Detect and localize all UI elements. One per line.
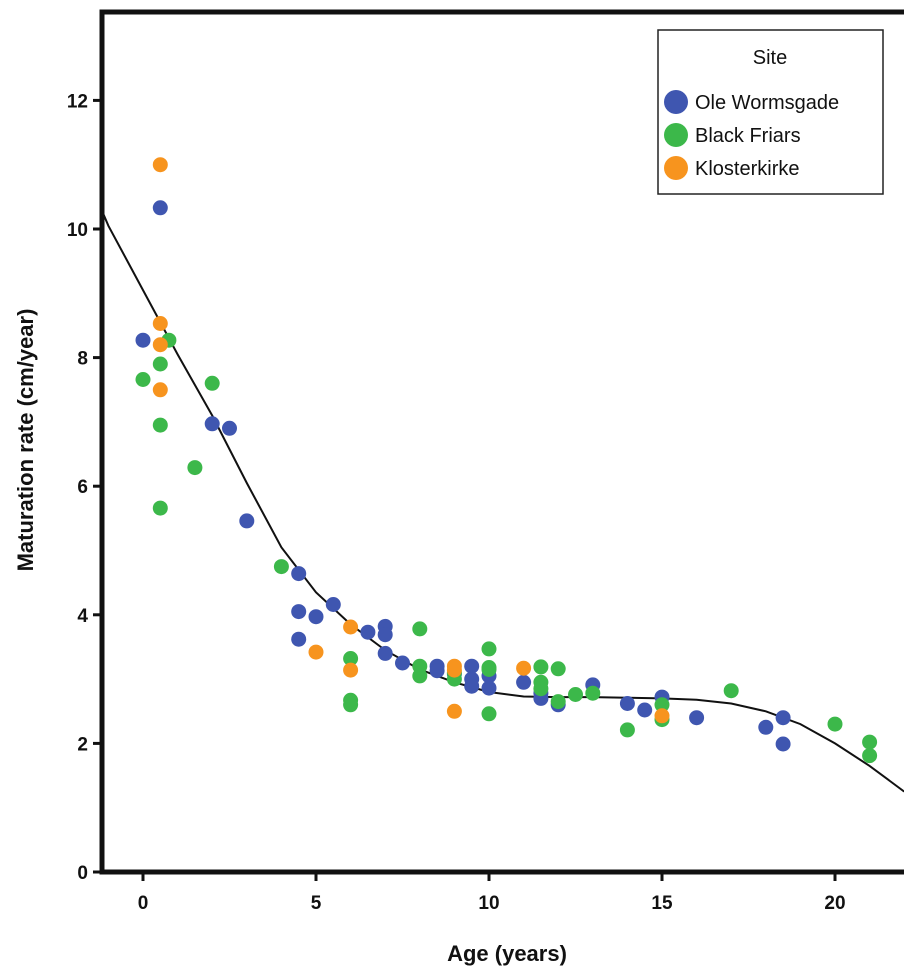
y-tick-label: 8 — [77, 349, 88, 370]
data-point — [533, 659, 549, 675]
data-point — [343, 662, 359, 678]
data-point — [308, 609, 324, 625]
legend-marker — [664, 156, 688, 180]
data-point — [152, 157, 168, 173]
legend-box — [657, 29, 884, 195]
data-point — [862, 748, 878, 764]
legend-entries: Ole Wormsgade Black Friars Klosterkirke — [664, 90, 839, 180]
legend-label: Black Friars — [695, 125, 801, 147]
legend-label: Klosterkirke — [695, 158, 799, 180]
legend-marker — [664, 123, 688, 147]
y-axis-title: Maturation rate (cm/year) — [13, 309, 38, 572]
legend-title: Site — [753, 47, 787, 69]
data-point — [654, 697, 670, 713]
y-tick-label: 6 — [77, 477, 88, 498]
data-point — [412, 621, 428, 637]
data-point — [654, 708, 670, 724]
x-tick-label: 5 — [311, 893, 322, 914]
data-point — [152, 500, 168, 516]
data-point — [291, 566, 307, 582]
y-tick-label: 10 — [67, 220, 88, 241]
data-point — [152, 316, 168, 331]
data-point — [446, 703, 462, 719]
data-point — [723, 683, 739, 699]
y-tick-label: 0 — [77, 863, 88, 884]
fit-curve — [100, 209, 904, 793]
data-point — [775, 710, 791, 726]
data-point — [637, 702, 653, 718]
data-point — [481, 641, 497, 657]
legend: Site Ole Wormsgade Black Friars Klosterkir… — [657, 29, 884, 195]
data-point — [516, 674, 532, 690]
data-point — [135, 332, 151, 348]
data-point — [204, 375, 220, 391]
plot-frame — [99, 9, 904, 875]
data-point — [152, 200, 168, 216]
data-point — [464, 658, 480, 674]
data-point — [429, 663, 445, 679]
data-point — [222, 420, 237, 436]
data-point — [689, 710, 705, 726]
data-point — [152, 417, 168, 433]
x-axis-title: Age (years) — [447, 941, 567, 966]
x-tick-label: 20 — [824, 893, 845, 914]
data-point — [619, 722, 635, 738]
data-point — [550, 694, 566, 710]
x-tick-label: 15 — [651, 893, 673, 914]
x-tick-label: 0 — [138, 893, 149, 914]
data-point — [308, 644, 324, 660]
legend-label: Ole Wormsgade — [695, 92, 839, 114]
legend-marker — [664, 90, 688, 114]
data-point — [862, 734, 878, 750]
data-point — [412, 668, 428, 684]
data-point — [343, 619, 359, 635]
data-point — [152, 356, 168, 372]
data-point — [204, 416, 220, 432]
data-point — [395, 655, 410, 671]
data-point — [343, 651, 359, 666]
data-point — [135, 372, 151, 387]
data-point — [377, 645, 393, 661]
data-point — [152, 337, 168, 353]
data-point — [758, 719, 774, 735]
data-point — [568, 687, 583, 702]
y-axis-ticks: 0 2 4 6 8 10 12 — [67, 91, 102, 884]
data-point — [533, 681, 549, 697]
data-point — [325, 597, 341, 612]
data-point — [464, 678, 480, 694]
data-point — [377, 627, 393, 643]
data-point — [239, 513, 255, 529]
data-point — [481, 680, 497, 696]
data-point — [291, 604, 307, 620]
data-point — [481, 706, 497, 722]
data-points — [135, 157, 878, 764]
data-point — [152, 382, 168, 398]
y-tick-label: 12 — [67, 91, 88, 112]
data-point — [516, 660, 532, 676]
data-point — [187, 460, 203, 476]
x-tick-label: 10 — [478, 893, 499, 914]
y-tick-label: 2 — [77, 734, 88, 755]
data-point — [360, 624, 376, 640]
data-point — [273, 559, 289, 575]
data-point — [446, 662, 462, 678]
x-axis-ticks: 0 5 10 15 20 — [138, 872, 846, 914]
data-point — [619, 696, 635, 711]
data-point — [775, 736, 791, 752]
data-point — [550, 661, 566, 677]
data-point — [827, 716, 843, 732]
data-point — [481, 662, 497, 677]
data-point — [291, 631, 307, 647]
data-point — [585, 685, 601, 701]
data-point — [343, 697, 359, 713]
y-tick-label: 4 — [77, 606, 88, 627]
